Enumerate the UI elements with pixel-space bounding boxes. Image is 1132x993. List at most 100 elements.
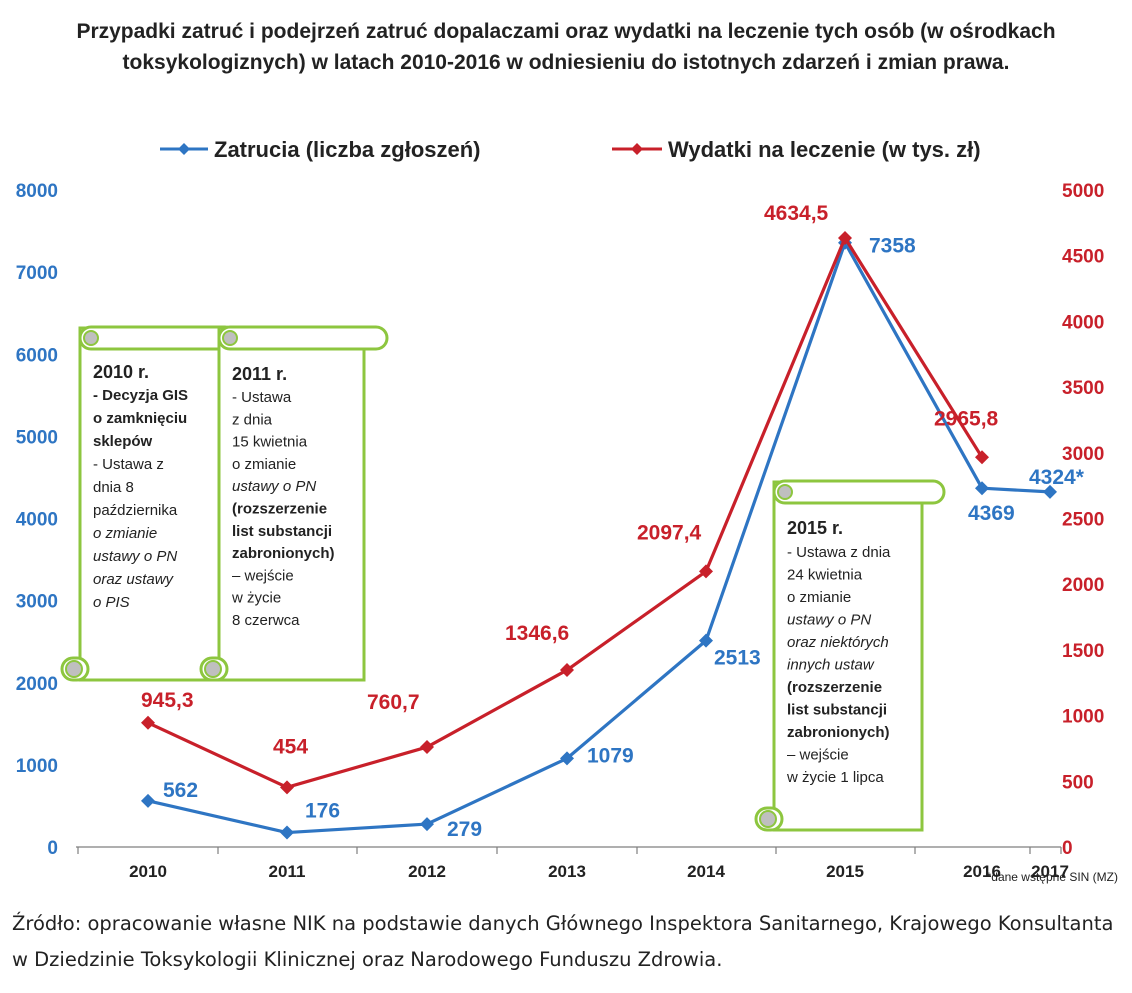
x-tick-label: 2015 [826,862,864,881]
x-tick-label: 2012 [408,862,446,881]
y-left-tick-label: 4000 [16,510,58,531]
annotation-line: 15 kwietnia [232,434,308,451]
annotation-top-curl [83,330,99,346]
annotation-line: list substancji [787,702,887,719]
data-point [141,715,155,730]
annotation-line: o zmianie [93,525,157,542]
chart-title: Przypadki zatruć i podejrzeń zatruć dopa… [76,20,1056,74]
annotation-top-curl [222,330,238,346]
annotation-line: oraz niektórych [787,634,889,651]
annotation-line: o PIS [93,594,130,611]
axes: 0 1000 2000 3000 4000 5000 6000 7000 8000 0 500 100… [16,181,1105,881]
data-label-zatrucia: 562 [163,779,198,802]
annotation-line: o zamknięciu [93,410,187,427]
annotation-line: – wejście [787,747,849,764]
annotations: 2010 r. - Decyzja GIS o zamknięciu sklepów -… [60,325,946,832]
y-left-tick-label: 1000 [16,756,58,777]
annotation-box: 2015 r. - Ustawa z dnia 24 kwietnia o zmian… [754,479,946,832]
annotation-body [78,326,222,682]
annotation-bottom-curl [204,660,222,678]
data-label-zatrucia: 176 [305,800,340,823]
y-left-tick-label: 3000 [16,592,58,613]
annotation-heading: 2011 r. [232,364,287,384]
annotation-line: - Decyzja GIS [93,387,188,404]
legend: Zatrucia (liczba zgłoszeń) Wydatki na lec… [160,137,981,162]
annotation-line: - Ustawa z dnia [787,544,891,561]
data-label-zatrucia: 279 [447,818,482,841]
data-label-wydatki: 4634,5 [764,202,829,225]
annotation-line: ustawy o PN [787,612,871,629]
data-point [280,780,294,795]
annotation-line: - Ustawa [232,389,292,406]
annotation-line: 24 kwietnia [787,567,863,584]
source-note: Źródło: opracowanie własne NIK na podsta… [12,912,1114,971]
data-label-wydatki: 760,7 [367,691,420,714]
data-label-wydatki: 2097,4 [637,521,702,544]
annotation-line: (rozszerzenie [787,679,882,696]
x-tick-label: 2017 [1031,862,1069,881]
y-left-tick-label: 5000 [16,427,58,448]
annotation-box: 2010 r. - Decyzja GIS o zamknięciu sklepów -… [60,325,238,682]
annotation-line: w życie 1 lipca [786,769,884,786]
data-point [699,564,713,579]
data-point [560,663,574,678]
annotation-bottom-curl [759,810,777,828]
annotation-line: z dnia [232,411,273,428]
annotation-line: 8 czerwca [232,612,300,629]
annotation-line: ustawy o PN [232,478,316,495]
data-point [699,633,713,648]
annotation-line: października [93,502,178,519]
data-point [280,825,294,840]
y-right-tick-label: 4500 [1062,247,1104,268]
y-right-tick-label: 2000 [1062,575,1104,596]
y-right-tick-label: 4000 [1062,312,1104,333]
data-point [420,817,434,832]
annotation-line: (rozszerzenie [232,501,327,518]
data-point [141,793,155,808]
data-label-wydatki: 945,3 [141,689,194,712]
annotation-line: list substancji [232,523,332,540]
data-point [838,231,852,246]
x-tick-label: 2011 [269,862,306,881]
annotation-body [217,326,366,682]
data-label-zatrucia: 4324* [1029,466,1085,489]
legend-entry: Zatrucia (liczba zgłoszeń) [214,137,481,162]
data-point [975,450,989,465]
annotation-body [772,480,924,832]
annotation-line: o zmianie [232,456,296,473]
annotation-line: - Ustawa z [93,456,164,473]
series [141,231,1057,840]
annotation-line: zabronionych) [787,724,890,741]
y-left-tick-label: 6000 [16,345,58,366]
series-line [147,241,1051,835]
annotation-line: oraz ustawy [93,571,175,588]
data-label-wydatki: 454 [273,735,308,758]
annotation-line: dnia 8 [93,479,134,496]
annotation-line: – wejście [232,567,294,584]
data-labels: 562 176 279 1079 2513 7358 4369 4324* 945,3 454 76… [141,202,1085,841]
annotation-line: sklepów [93,433,153,450]
chart-svg: Zatrucia (liczba zgłoszeń) Wydatki na lec… [16,137,1118,884]
annotation-top-roll [772,479,946,505]
y-right-tick-label: 500 [1062,772,1094,793]
data-point [1043,484,1057,499]
x-tick-label: 2010 [129,862,167,881]
annotation-top-roll [217,325,389,351]
data-point [560,751,574,766]
y-right-tick-label: 1000 [1062,707,1104,728]
legend-entry: Wydatki na leczenie (w tys. zł) [668,137,981,162]
data-label-zatrucia: 2513 [714,647,761,670]
y-right-tick-label: 5000 [1062,181,1104,202]
annotation-heading: 2010 r. [93,362,149,382]
y-left-tick-label: 7000 [16,263,58,284]
footnote: *dane wstępne SIN (MZ) [987,870,1118,884]
data-label-zatrucia: 7358 [869,235,916,258]
y-right-tick-label: 1500 [1062,641,1104,662]
x-tick-label: 2013 [548,862,586,881]
data-label-zatrucia: 1079 [587,744,634,767]
annotation-line: w życie [231,590,281,607]
y-left-tick-label: 0 [47,838,58,859]
y-right-tick-label: 0 [1062,838,1073,859]
annotation-line: o zmianie [787,589,851,606]
data-point [420,740,434,755]
